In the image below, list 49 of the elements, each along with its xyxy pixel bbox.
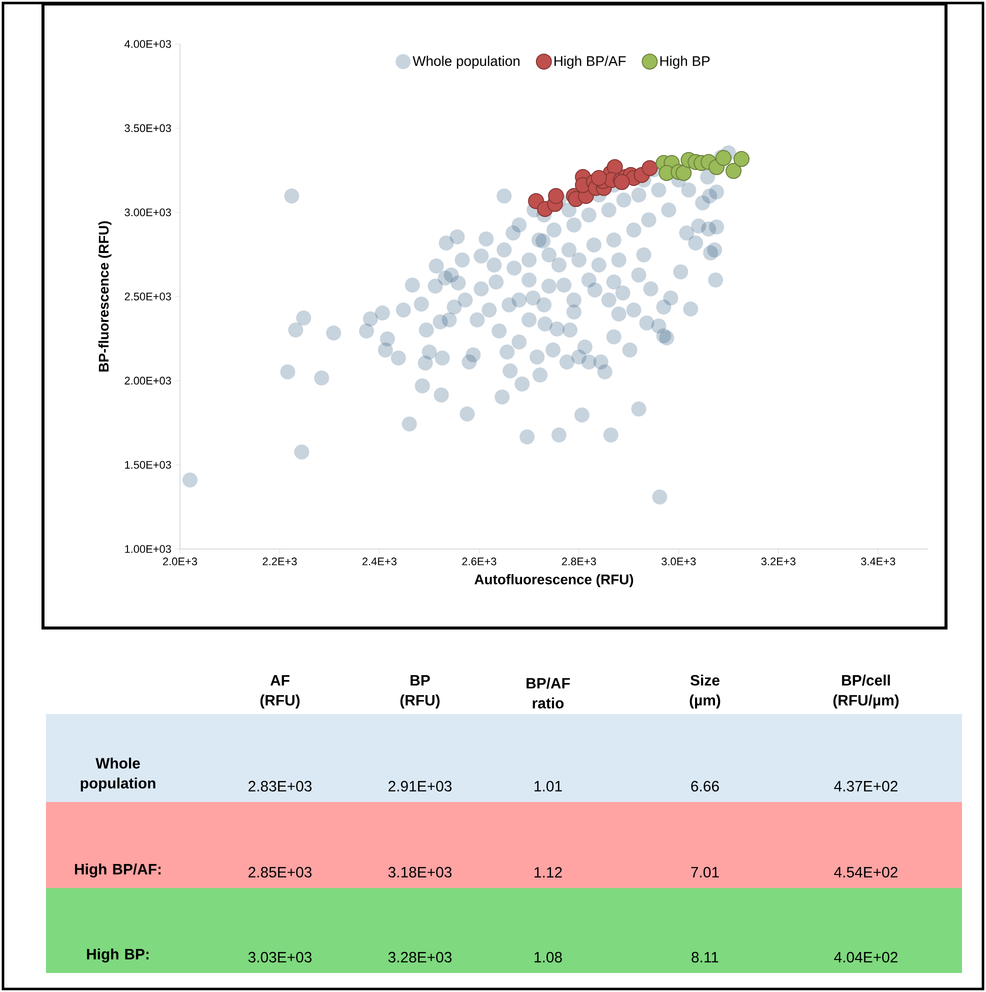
y-axis-title: BP-fluorescence (RFU)	[98, 221, 112, 372]
point	[716, 150, 732, 166]
text: 7.01	[691, 866, 719, 878]
y-tick-label: 4.00E+03	[124, 40, 171, 48]
text: 2.91E+03	[388, 780, 452, 792]
x-axis-title: Autofluorescence (RFU)	[474, 574, 634, 588]
x-tick-label: 2.8E+3	[562, 558, 596, 566]
x-tick-label: 3.4E+3	[861, 558, 896, 566]
x-tick-label: 3.2E+3	[761, 558, 796, 566]
x-tick-label: 2.0E+3	[163, 558, 198, 566]
category-label: BP/cell (RFU/µm)	[833, 674, 899, 708]
category-label: Size (µm)	[690, 674, 720, 708]
y-tick-label: 1.50E+03	[125, 460, 171, 469]
legend-label: High BP/AF	[554, 56, 626, 69]
text: 1.08	[534, 952, 562, 962]
legend-label: Whole population	[412, 56, 520, 69]
category-label: BP/AF ratio	[526, 678, 570, 708]
x-tick-label: 2.2E+3	[262, 558, 297, 566]
text: 3.03E+03	[248, 952, 312, 962]
text: 2.85E+03	[248, 866, 312, 878]
point	[590, 170, 607, 186]
x-tick-label: 2.4E+3	[362, 558, 396, 566]
text: 4.37E+02	[834, 780, 898, 792]
category-label: AF (RFU)	[260, 675, 300, 708]
text: 3.18E+03	[388, 866, 452, 878]
legend-label: High BP	[660, 56, 710, 69]
y-tick-label: 3.50E+03	[124, 124, 171, 132]
text: 4.54E+02	[834, 866, 898, 878]
text: 4.04E+02	[834, 952, 898, 962]
x-tick-label: 2.6E+3	[462, 558, 496, 566]
point	[734, 150, 750, 167]
y-tick-label: 2.50E+03	[124, 292, 171, 300]
text: 8.11	[692, 952, 718, 962]
text: 3.28E+03	[388, 952, 452, 962]
text: 1.12	[534, 867, 562, 878]
y-tick-label: 3.00E+03	[124, 208, 171, 216]
category-label: High BP/AF:	[75, 863, 161, 878]
y-tick-label: 1.00E+03	[125, 545, 171, 553]
text: 6.66	[691, 780, 719, 792]
text: 1.01	[534, 780, 562, 792]
category-label: BP (RFU)	[400, 675, 440, 708]
point	[548, 188, 564, 204]
point	[642, 160, 658, 176]
y-tick-label: 2.00E+03	[124, 376, 171, 385]
point	[726, 162, 742, 179]
x-tick-label: 3.0E+3	[662, 558, 696, 566]
category-label: High BP:	[87, 948, 149, 962]
text: 2.83E+03	[248, 780, 312, 792]
category-label: Whole population	[80, 758, 156, 792]
